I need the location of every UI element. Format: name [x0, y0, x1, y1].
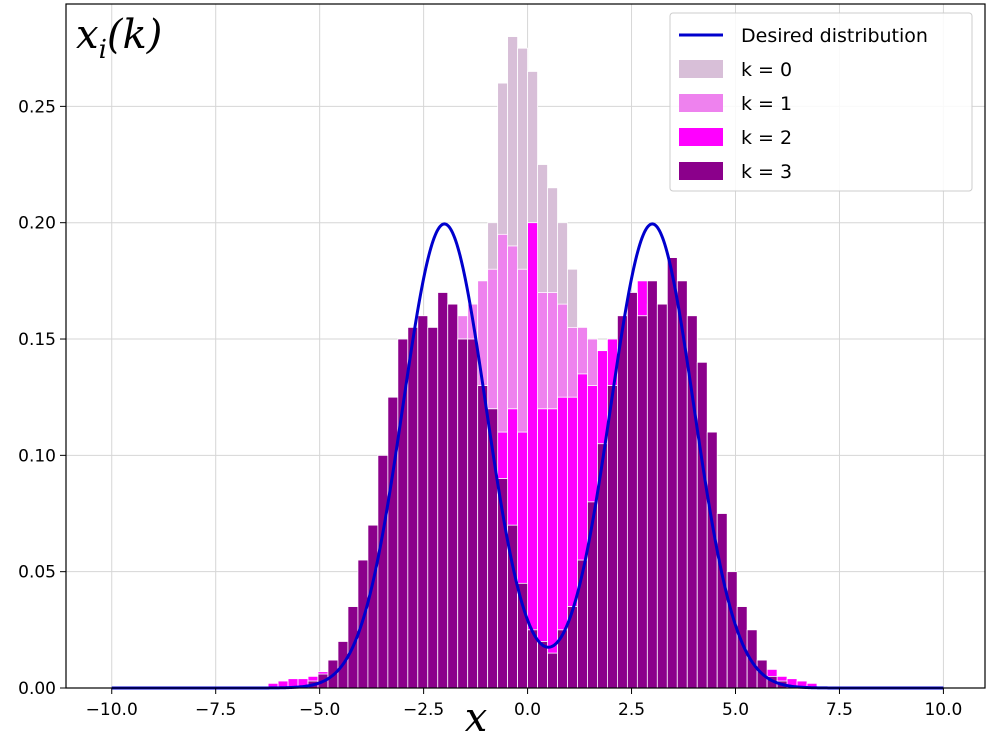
legend-swatch-k0 [679, 60, 723, 78]
bar-k3-13 [437, 292, 449, 689]
legend-label-curve: Desired distribution [741, 25, 928, 47]
bar-k3-12 [427, 326, 439, 689]
x-tick-labels: −10.0 −7.5 −5.0 −2.5 0.0 2.5 5.0 7.5 10.0 [86, 700, 963, 720]
y-tick-label-1: 0.05 [18, 563, 56, 583]
y-tick-label-0: 0.00 [18, 679, 56, 699]
bar-k3-41 [716, 513, 728, 689]
legend-frame [669, 12, 973, 192]
x-tick-label-6: 5.0 [722, 700, 749, 720]
bar-k3-40 [706, 431, 718, 689]
axis-ticks [60, 105, 944, 694]
bar-k3-15 [457, 338, 469, 689]
x-tick-label-5: 2.5 [618, 700, 645, 720]
y-tick-label-3: 0.15 [18, 330, 56, 350]
x-tick-label-1: −7.5 [195, 700, 236, 720]
legend: Desired distribution k = 0 k = 1 k = 2 k = … [669, 12, 973, 192]
x-axis-label: x [465, 695, 488, 736]
bar-k3-36 [666, 257, 678, 689]
bar-k3-14 [447, 303, 459, 689]
x-tick-label-4: 0.0 [514, 700, 541, 720]
bar-k3-17 [477, 385, 489, 689]
bar-k3-23 [537, 641, 548, 689]
bar-k3-32 [626, 292, 638, 689]
bar-k3-33 [636, 315, 648, 689]
legend-label-k0: k = 0 [741, 59, 792, 81]
bar-k3-37 [676, 280, 688, 689]
bar-k3-7 [377, 454, 389, 689]
legend-label-k2: k = 2 [741, 127, 792, 149]
x-tick-label-2: −5.0 [299, 700, 340, 720]
corner-label-arg: (k) [107, 12, 162, 58]
bar-k2-26 [527, 222, 538, 689]
corner-label-subscript: i [99, 35, 107, 65]
x-tick-label-3: −2.5 [403, 700, 444, 720]
y-tick-label-2: 0.10 [18, 446, 56, 466]
bar-k3-39 [696, 361, 708, 689]
plot-frame [65, 3, 986, 689]
bar-k3-10 [407, 326, 419, 689]
bar-k3-31 [617, 315, 628, 689]
y-tick-label-4: 0.20 [18, 214, 56, 234]
bar-k3-35 [656, 303, 668, 689]
legend-label-k1: k = 1 [741, 93, 792, 115]
y-tick-labels: 0.00 0.05 0.10 0.15 0.20 0.25 [18, 97, 56, 699]
bar-k3-30 [607, 385, 618, 689]
bar-k3-34 [646, 280, 658, 689]
corner-label: xi(k) [76, 12, 162, 65]
histogram-series-3 [307, 257, 788, 689]
y-tick-label-5: 0.25 [18, 97, 56, 117]
corner-label-base: x [76, 12, 99, 58]
bar-k3-6 [367, 524, 379, 689]
legend-swatch-k1 [679, 94, 723, 112]
bar-k3-21 [517, 582, 528, 689]
bar-k3-24 [547, 652, 558, 689]
x-tick-label-7: 7.5 [826, 700, 853, 720]
bar-k3-16 [467, 338, 479, 689]
bar-k3-11 [417, 315, 429, 689]
legend-swatch-k3 [679, 162, 723, 180]
x-tick-label-8: 10.0 [924, 700, 962, 720]
legend-label-k3: k = 3 [741, 161, 792, 183]
legend-swatch-k2 [679, 128, 723, 146]
x-tick-label-0: −10.0 [86, 700, 138, 720]
